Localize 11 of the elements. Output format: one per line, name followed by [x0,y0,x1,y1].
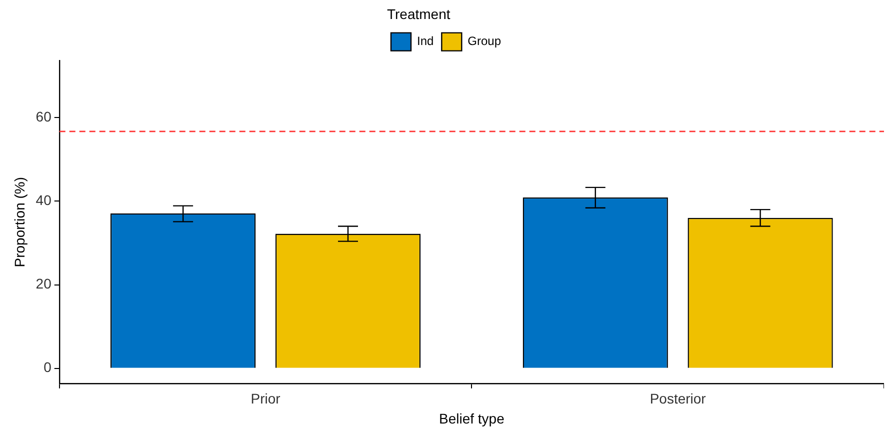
y-axis-title: Proportion (%) [11,176,28,268]
y-tick-label: 20 [36,276,52,292]
legend-label: Group [468,34,502,48]
y-tick-label: 0 [44,359,52,376]
legend-label: Ind [416,34,434,48]
x-axis-title: Belief type [439,410,505,426]
legend-title: Treatment [386,6,450,22]
x-tick-label: Posterior [650,390,706,407]
x-tick-label: Prior [250,390,281,407]
y-tick-label: 40 [36,192,52,208]
y-tick-label: 60 [36,108,52,124]
